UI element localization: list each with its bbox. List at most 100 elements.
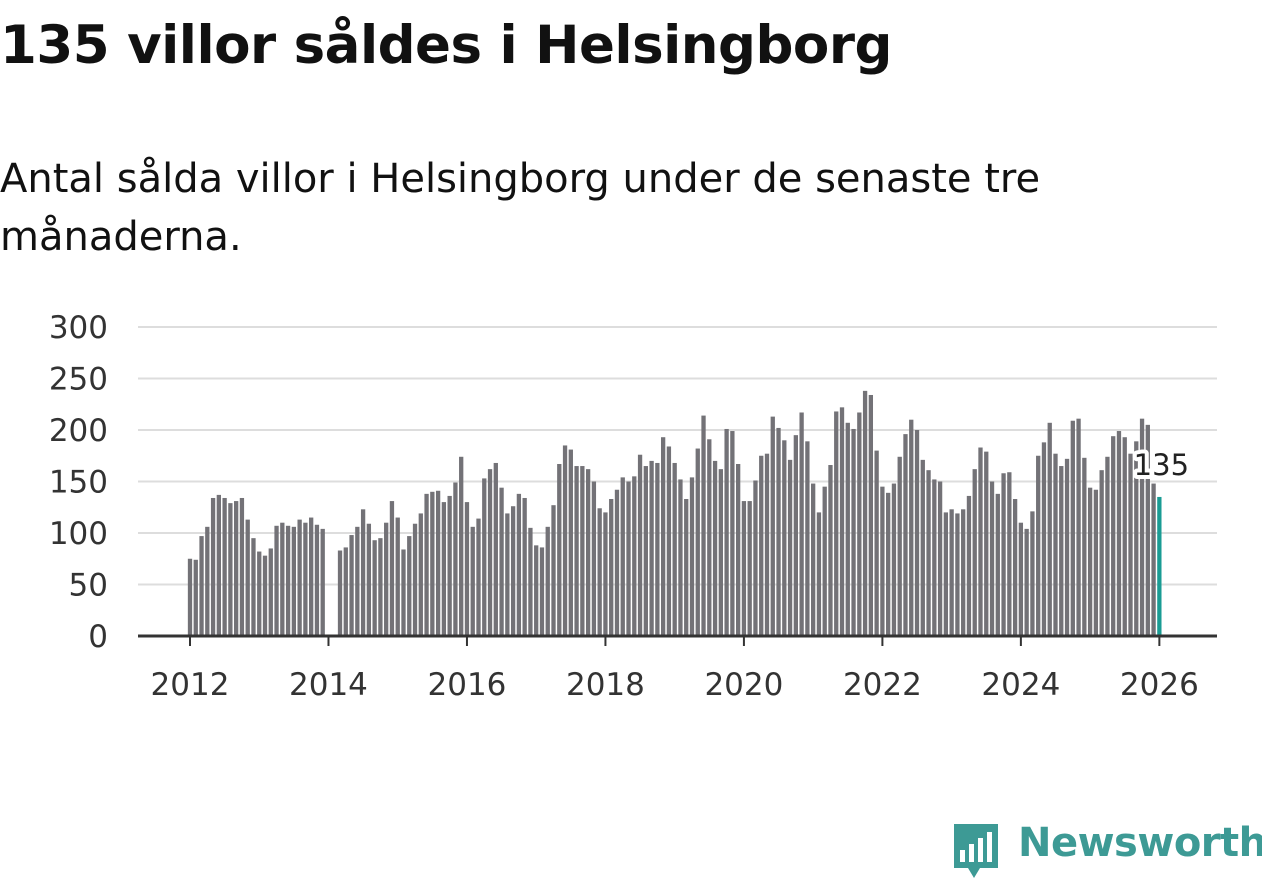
bar	[1151, 483, 1156, 636]
bar	[672, 462, 677, 636]
bar	[199, 536, 204, 636]
bar	[528, 527, 533, 636]
bar-chart-speech-bubble-icon	[954, 824, 998, 878]
bar	[741, 501, 747, 636]
bar	[459, 456, 464, 636]
bar	[516, 493, 522, 636]
brand-name: Newsworthy	[1018, 820, 1262, 866]
bar	[384, 522, 389, 636]
bar	[799, 412, 804, 636]
bar	[210, 497, 216, 636]
bar	[712, 460, 718, 636]
bar	[285, 525, 291, 636]
bar	[978, 447, 983, 636]
bar	[989, 481, 995, 636]
bar	[499, 487, 504, 636]
bar	[447, 495, 452, 636]
bar	[580, 466, 585, 636]
bar	[955, 513, 960, 636]
bar	[707, 439, 712, 636]
bar	[776, 427, 781, 636]
bar	[228, 503, 233, 636]
bar	[678, 479, 683, 636]
y-tick-label: 100	[49, 516, 108, 552]
bar	[874, 450, 879, 636]
bar	[539, 547, 545, 636]
bar	[395, 517, 400, 636]
bar	[1082, 457, 1087, 636]
bar	[1018, 522, 1024, 636]
bar	[724, 428, 729, 636]
bar	[1139, 418, 1145, 636]
bar	[407, 536, 412, 636]
bar	[695, 448, 700, 636]
bar	[551, 505, 556, 636]
bar	[920, 459, 925, 636]
bar	[805, 441, 810, 636]
bar-highlight	[1157, 496, 1162, 636]
bar	[759, 455, 764, 636]
bar	[816, 512, 822, 636]
bar	[851, 428, 856, 636]
bar	[1059, 466, 1064, 636]
bar	[355, 526, 360, 636]
bar	[568, 449, 573, 636]
bar	[193, 559, 198, 636]
bar	[585, 469, 591, 636]
highlight-value-label: 135	[1134, 448, 1189, 482]
bar	[245, 519, 250, 636]
bar	[1087, 487, 1093, 636]
bar	[1093, 489, 1099, 636]
bar	[453, 482, 458, 636]
bar	[424, 493, 429, 636]
bar	[1001, 473, 1006, 636]
bar	[1064, 458, 1070, 636]
chart-title: 135 villor såldes i Helsingborg	[0, 15, 892, 76]
y-tick-label: 150	[49, 465, 108, 501]
bar	[914, 430, 920, 636]
bar	[1076, 418, 1081, 636]
bar	[753, 480, 758, 636]
bar	[637, 454, 643, 636]
bar	[280, 522, 285, 636]
bar	[632, 476, 637, 636]
bar	[591, 481, 597, 636]
highlight-annotation: 135	[1130, 444, 1193, 486]
bar	[839, 407, 845, 636]
bar	[1053, 453, 1058, 636]
bar	[435, 490, 441, 636]
bar	[620, 477, 625, 636]
bar	[262, 555, 268, 636]
bar	[510, 506, 516, 636]
bar	[430, 491, 435, 636]
bar	[378, 538, 383, 636]
bar	[349, 535, 354, 636]
bar	[736, 463, 741, 636]
bar	[303, 522, 308, 636]
y-axis-ticks: 0 50 100 150 200 250 300	[49, 310, 108, 655]
bar	[470, 526, 475, 636]
bar	[1041, 442, 1047, 636]
bar	[926, 470, 931, 636]
bar	[366, 523, 372, 636]
bar	[1111, 436, 1116, 636]
bar	[389, 501, 395, 636]
bar	[1099, 470, 1104, 636]
bar	[314, 524, 320, 636]
bar	[787, 459, 793, 636]
bar	[1116, 431, 1122, 636]
chart-subtitle: Antal sålda villor i Helsingborg under d…	[0, 156, 1041, 260]
bar	[493, 462, 498, 636]
bar-series	[187, 390, 1162, 636]
y-tick-label: 250	[49, 362, 108, 398]
bar	[609, 499, 614, 636]
bar	[770, 416, 775, 636]
x-tick-label: 2024	[981, 667, 1060, 703]
bar	[534, 545, 539, 636]
bar	[811, 483, 816, 636]
bar	[1007, 472, 1012, 636]
bar	[782, 440, 787, 636]
bar	[966, 495, 972, 636]
bar	[684, 499, 689, 636]
bar	[626, 481, 631, 636]
